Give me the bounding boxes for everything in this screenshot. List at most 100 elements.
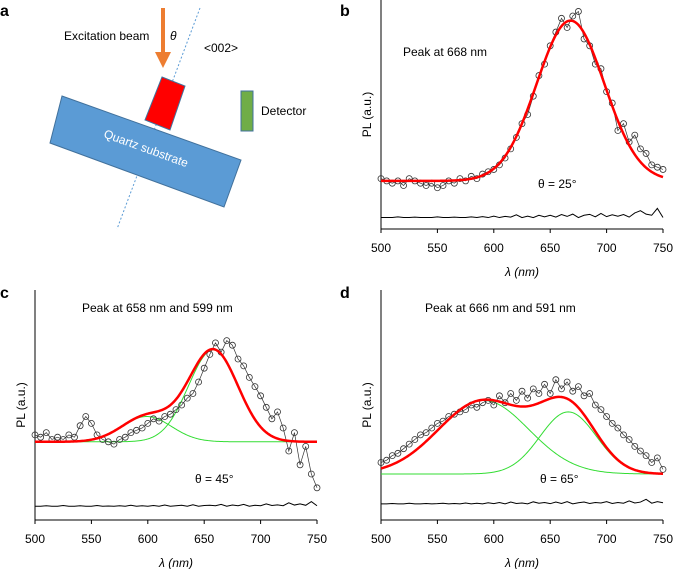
data-point: [591, 401, 599, 409]
data-point: [76, 422, 84, 430]
total-fit-line: [34, 347, 318, 444]
data-point: [586, 390, 594, 397]
data-point: [394, 449, 402, 457]
data-point: [234, 355, 242, 363]
data-point: [302, 442, 310, 450]
data-point: [166, 410, 174, 418]
data-point: [127, 429, 135, 437]
total-fit-line: [380, 395, 664, 476]
data-point: [291, 429, 298, 437]
data-point: [405, 440, 413, 448]
residual-line: [381, 498, 664, 505]
x-tick-label: 650: [194, 532, 214, 546]
data-point: [575, 383, 582, 391]
data-point: [42, 429, 50, 437]
data-point: [279, 424, 287, 432]
data-point: [512, 396, 520, 404]
data-point: [400, 445, 407, 453]
data-point: [37, 433, 45, 441]
angle-annotation: θ = 65°: [540, 472, 579, 486]
panel-a-diagram: a Quartz substrate Excitation beam θ <00…: [0, 3, 306, 230]
data-point: [150, 415, 157, 423]
data-point: [307, 470, 315, 478]
data-point: [580, 392, 588, 400]
data-point: [133, 426, 140, 434]
x-tick-label: 550: [427, 241, 447, 255]
data-point: [411, 436, 419, 443]
excitation-label: Excitation beam: [64, 29, 149, 43]
data-point: [433, 419, 441, 427]
data-point: [433, 184, 441, 192]
data-point: [648, 459, 656, 466]
data-point: [212, 339, 219, 347]
data-point: [625, 436, 633, 443]
data-point: [490, 401, 498, 409]
theta-label: θ: [170, 29, 177, 43]
data-line: [380, 378, 664, 470]
x-tick-label: 550: [427, 532, 447, 546]
x-tick-label: 700: [597, 241, 617, 255]
data-point: [65, 431, 73, 439]
data-point: [31, 431, 39, 439]
peak-annotation: Peak at 666 nm and 591 nm: [425, 301, 576, 315]
chart-panel-d: d 500 550 600 650 700 750 λ (nm) PL (a.u.) Peak a…: [340, 285, 673, 569]
data-point: [529, 385, 537, 393]
data-point: [473, 403, 481, 411]
data-point: [54, 433, 61, 441]
data-point: [313, 484, 321, 492]
data-point: [285, 447, 293, 455]
panel-label-b: b: [340, 3, 350, 20]
data-point: [262, 403, 270, 411]
data-point: [569, 12, 577, 20]
angle-annotation: θ = 45°: [195, 472, 234, 486]
data-point: [223, 337, 231, 345]
data-point: [563, 24, 571, 31]
panel-label-d: d: [340, 285, 350, 302]
data-point: [535, 390, 543, 397]
data-point: [620, 120, 627, 128]
data-point: [563, 378, 571, 386]
quartz-substrate: [49, 95, 242, 208]
detector-label: Detector: [261, 104, 306, 118]
data-point: [388, 452, 396, 460]
data-point: [428, 424, 436, 432]
data-point: [228, 341, 236, 349]
data-point: [155, 417, 163, 425]
x-tick-label: 750: [307, 532, 327, 546]
data-point: [200, 364, 208, 372]
x-tick-label: 700: [251, 532, 271, 546]
data-point: [507, 390, 515, 397]
data-point: [82, 413, 90, 420]
data-point: [524, 394, 532, 402]
data-point: [597, 406, 605, 414]
data-point: [251, 383, 259, 391]
data-point: [558, 385, 565, 393]
data-point: [422, 182, 430, 189]
x-tick-label: 500: [371, 532, 391, 546]
data-point: [569, 387, 577, 395]
data-point: [257, 392, 265, 400]
data-point: [206, 350, 214, 358]
data-point: [138, 424, 146, 432]
component-fit-658: [35, 349, 318, 443]
data-point: [620, 431, 627, 439]
data-point: [121, 433, 129, 441]
arrow-head-icon: [155, 52, 171, 68]
data-point: [642, 150, 650, 157]
data-point: [546, 390, 554, 397]
data-point: [653, 163, 661, 171]
data-point: [456, 175, 464, 183]
data-point: [116, 436, 123, 443]
x-axis-label: λ (nm): [504, 556, 539, 569]
data-point: [659, 166, 667, 173]
data-point: [631, 442, 639, 450]
data-point: [189, 390, 197, 397]
data-point: [417, 431, 424, 439]
angle-annotation: θ = 25°: [538, 177, 577, 191]
data-point: [603, 413, 610, 420]
x-tick-label: 550: [81, 532, 101, 546]
data-point: [575, 8, 582, 15]
detector-block: [240, 90, 254, 132]
data-point: [400, 182, 407, 189]
x-tick-label: 600: [138, 532, 158, 546]
